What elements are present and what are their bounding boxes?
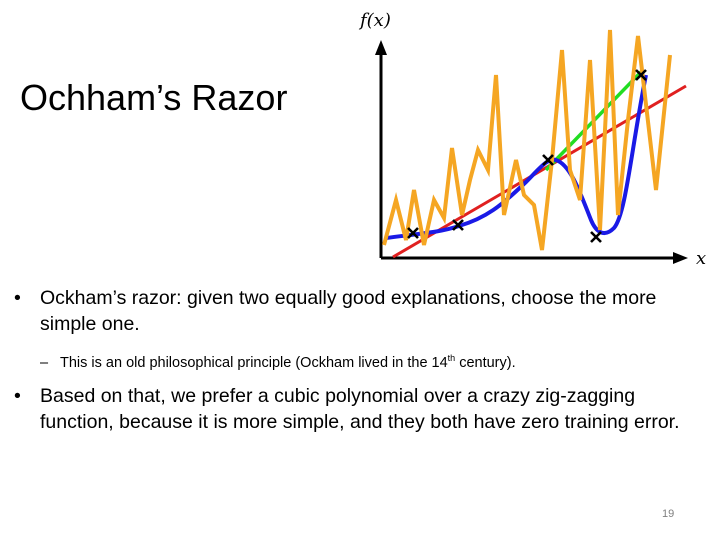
- bullet-item: • Ockham’s razor: given two equally good…: [14, 285, 704, 337]
- data-point-marker: [452, 219, 464, 231]
- function-fit-figure: f(x) x: [356, 0, 720, 275]
- data-point-marker: [590, 231, 602, 243]
- y-axis-label: f(x): [358, 10, 391, 31]
- bullet-list: • Ockham’s razor: given two equally good…: [14, 285, 704, 435]
- ordinal-suffix: th: [447, 353, 456, 363]
- bullet-mark: •: [14, 385, 21, 407]
- sub-bullet-mark: –: [40, 355, 49, 371]
- data-point-marker: [542, 154, 554, 166]
- function-plot: f(x) x: [358, 10, 706, 269]
- data-point-marker: [635, 69, 647, 81]
- bullet-text: Based on that, we prefer a cubic polynom…: [40, 385, 680, 433]
- slide-title: Ochham’s Razor: [20, 77, 288, 118]
- bullet-text: Ockham’s razor: given two equally good e…: [40, 287, 657, 335]
- y-axis-arrow-icon: [375, 40, 387, 55]
- data-point-marker: [407, 227, 419, 239]
- sub-bullet-item: – This is an old philosophical principle…: [14, 353, 704, 373]
- x-axis-arrow-icon: [673, 252, 688, 264]
- page-number: 19: [662, 508, 675, 520]
- sub-bullet-text: This is an old philosophical principle (…: [60, 355, 448, 371]
- data-points: [407, 69, 647, 243]
- x-axis-label: x: [696, 248, 706, 269]
- zigzag-fit-line: [382, 29, 672, 251]
- bullet-item: • Based on that, we prefer a cubic polyn…: [14, 383, 704, 435]
- bullet-mark: •: [14, 287, 21, 309]
- sub-bullet-text-end: century).: [455, 355, 516, 371]
